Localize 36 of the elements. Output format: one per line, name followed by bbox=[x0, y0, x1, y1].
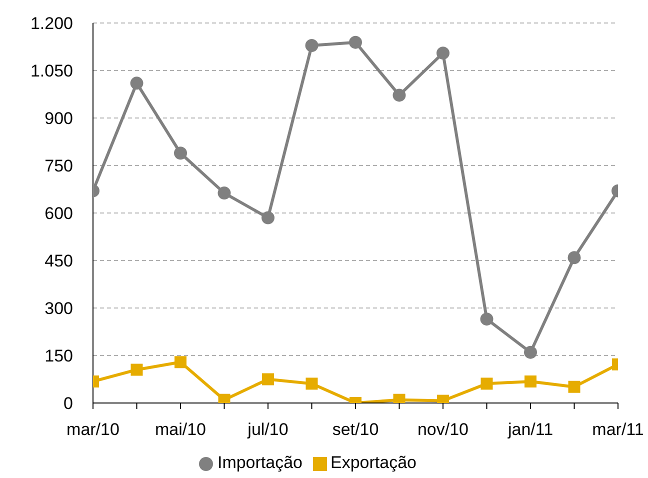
y-tick-label: 300 bbox=[44, 299, 73, 318]
point bbox=[480, 378, 493, 390]
point bbox=[130, 76, 144, 90]
y-tick-label: 600 bbox=[44, 204, 73, 224]
y-tick-label: 1.200 bbox=[30, 14, 73, 34]
point bbox=[349, 36, 362, 49]
point bbox=[262, 211, 274, 224]
point bbox=[306, 378, 318, 390]
point bbox=[262, 373, 274, 386]
x-tick-label: nov/10 bbox=[417, 420, 469, 440]
point bbox=[480, 312, 494, 326]
x-tick-label: mar/10 bbox=[66, 420, 120, 440]
y-tick-label: 450 bbox=[44, 252, 73, 271]
point bbox=[568, 380, 580, 393]
x-tick-label: jul/10 bbox=[246, 420, 288, 440]
point bbox=[130, 364, 143, 376]
point bbox=[524, 346, 537, 359]
point bbox=[568, 251, 581, 264]
point bbox=[392, 88, 406, 102]
y-tick-label: 0 bbox=[64, 394, 73, 414]
x-tick-label: jan/11 bbox=[506, 420, 554, 440]
x-tick-label: mar/11 bbox=[592, 420, 644, 440]
legend-label: Exportação bbox=[330, 453, 417, 472]
point bbox=[174, 356, 186, 368]
y-tick-label: 750 bbox=[44, 156, 73, 176]
legend-label: Importação bbox=[217, 453, 303, 472]
point bbox=[305, 38, 318, 52]
x-tick-label: mai/10 bbox=[154, 420, 206, 440]
point bbox=[524, 375, 536, 388]
y-tick-label: 900 bbox=[44, 109, 73, 128]
y-tick-label: 150 bbox=[44, 346, 73, 366]
y-tick-label: 1.050 bbox=[30, 62, 73, 81]
point bbox=[218, 186, 231, 200]
x-tick-label: set/10 bbox=[332, 420, 379, 440]
point bbox=[436, 46, 450, 60]
point bbox=[174, 146, 187, 160]
